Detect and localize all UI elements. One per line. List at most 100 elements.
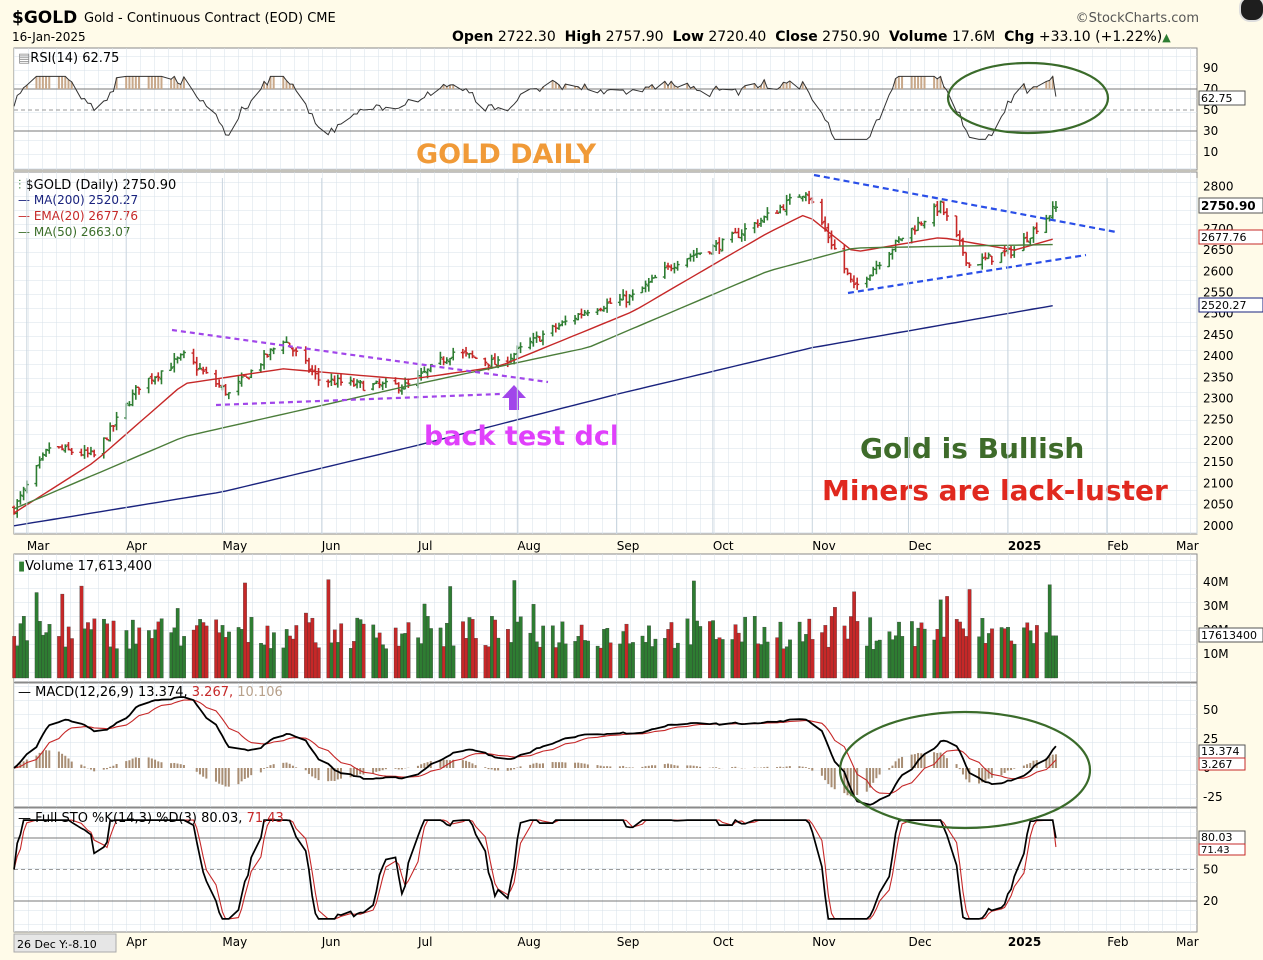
volume-bar bbox=[111, 620, 116, 679]
price-bar bbox=[159, 370, 164, 385]
legend-price: ⫶ $GOLD (Daily) 2750.90 bbox=[18, 178, 176, 193]
x-tick-label-bottom: Jul bbox=[417, 935, 432, 949]
volume-bar bbox=[44, 632, 49, 679]
cursor-readout-box bbox=[13, 933, 117, 953]
ema20-badge-text: 2677.76 bbox=[1201, 231, 1247, 244]
price-bar bbox=[226, 392, 231, 400]
volume-bar bbox=[849, 616, 853, 679]
volume-bar bbox=[195, 625, 199, 679]
volume-bar bbox=[964, 636, 969, 679]
price-bar bbox=[819, 198, 824, 226]
price-bar bbox=[739, 229, 744, 242]
price-tick-label: 2250 bbox=[1203, 413, 1234, 427]
volume-bar bbox=[938, 599, 943, 679]
ma200-badge-text: 2520.27 bbox=[1201, 299, 1247, 312]
volume-bar bbox=[400, 633, 404, 679]
rsi-panel-grid bbox=[14, 48, 1197, 170]
volume-bar bbox=[243, 582, 247, 679]
volume-bar bbox=[538, 646, 542, 679]
price-bar bbox=[563, 315, 568, 326]
volume-bar bbox=[130, 619, 135, 679]
price-bar bbox=[675, 260, 680, 271]
volume-bar bbox=[621, 631, 626, 679]
volume-bar bbox=[262, 644, 267, 679]
volume-bars bbox=[12, 579, 1058, 679]
volume-bar bbox=[381, 644, 385, 679]
close-badge: 2750.90 bbox=[1198, 197, 1263, 214]
volume-bar bbox=[762, 626, 767, 679]
volume-bar bbox=[900, 636, 905, 679]
volume-bar bbox=[557, 642, 562, 679]
volume-tick-label: 30M bbox=[1203, 599, 1229, 613]
volume-bar bbox=[239, 629, 244, 679]
volume-bar bbox=[294, 625, 299, 679]
volume-bar bbox=[560, 621, 565, 679]
volume-bar bbox=[326, 579, 331, 679]
price-bar bbox=[316, 368, 321, 386]
price-bar bbox=[537, 335, 542, 343]
moving-averages bbox=[13, 214, 1053, 527]
volume-bar bbox=[416, 637, 421, 679]
volume-bar bbox=[422, 603, 427, 679]
volume-bar bbox=[692, 580, 696, 679]
volume-bar bbox=[1051, 635, 1055, 679]
x-tick-label-bottom: Oct bbox=[713, 935, 734, 949]
volume-bar bbox=[720, 639, 725, 679]
volume-bar bbox=[801, 641, 805, 679]
price-bar bbox=[451, 347, 456, 361]
volume-bar bbox=[797, 621, 802, 679]
volume-bar bbox=[288, 635, 292, 679]
price-bar bbox=[383, 378, 388, 388]
sto-d-badge-text: 71.43 bbox=[1201, 845, 1230, 856]
volume-bar bbox=[259, 643, 263, 679]
price-bar bbox=[653, 274, 658, 279]
volume-bar bbox=[57, 636, 61, 679]
volume-bar bbox=[605, 627, 610, 679]
volume-bar bbox=[467, 617, 472, 679]
volume-bar bbox=[711, 620, 715, 679]
price-bar bbox=[419, 367, 424, 381]
x-tick-label-top: Dec bbox=[908, 539, 931, 553]
x-tick-label-top: Aug bbox=[517, 539, 540, 553]
volume-bar bbox=[336, 642, 340, 679]
ema20-legend-icon: — bbox=[18, 209, 34, 223]
annotation-bullish: Gold is Bullish bbox=[860, 432, 1084, 465]
price-bar bbox=[528, 337, 533, 350]
volume-bar bbox=[441, 646, 446, 679]
volume-bar bbox=[576, 636, 581, 679]
price-bar bbox=[707, 251, 712, 255]
volume-bar bbox=[583, 640, 587, 679]
close-window-button[interactable] bbox=[1239, 0, 1263, 22]
price-bar bbox=[900, 237, 905, 242]
price-bar bbox=[1025, 231, 1030, 243]
macd-badge-text: 13.374 bbox=[1201, 745, 1240, 758]
price-bar bbox=[691, 249, 696, 262]
volume-bar bbox=[384, 648, 388, 679]
volume-bar bbox=[220, 625, 225, 679]
price-bar bbox=[1050, 201, 1055, 219]
volume-title: ▮Volume 17,613,400 bbox=[18, 559, 152, 574]
price-bar bbox=[194, 356, 199, 376]
volume-bar bbox=[355, 617, 360, 679]
price-bar bbox=[518, 342, 523, 354]
x-tick-label-bottom: Apr bbox=[126, 935, 147, 949]
x-tick-label-bottom: 2025 bbox=[1008, 935, 1041, 949]
x-tick-label-top: Sep bbox=[617, 539, 640, 553]
upper-trendline-purple bbox=[171, 328, 549, 384]
volume-bar bbox=[182, 636, 186, 679]
price-bar bbox=[104, 437, 109, 441]
volume-bar bbox=[1006, 627, 1010, 679]
volume-bar bbox=[70, 638, 74, 679]
rsi-title: ▤RSI(14) 62.75 bbox=[18, 51, 119, 66]
ema20-badge: 2677.76 bbox=[1198, 229, 1263, 245]
price-bar bbox=[114, 411, 119, 431]
x-tick-label-top: Nov bbox=[812, 539, 835, 553]
volume-bar bbox=[493, 619, 497, 679]
x-tick-label-top: Mar bbox=[1176, 539, 1199, 553]
volume-bar bbox=[1028, 630, 1033, 679]
volume-bar bbox=[204, 625, 209, 679]
volume-bar bbox=[586, 640, 590, 679]
exchange-text: CME bbox=[307, 11, 336, 26]
volume-bar bbox=[669, 622, 674, 679]
ohlc-summary: Open 2722.30 High 2757.90 Low 2720.40 Cl… bbox=[452, 29, 1171, 45]
